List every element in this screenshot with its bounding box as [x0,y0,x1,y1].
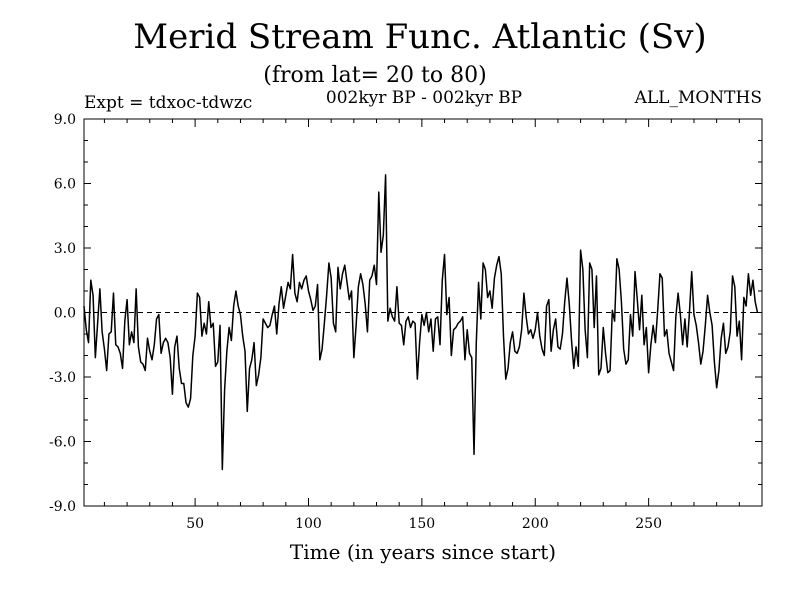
y-tick-label: 0.0 [54,306,76,322]
x-tick-label: 250 [635,516,662,532]
x-tick-label: 50 [186,516,204,532]
y-tick-label: -9.0 [49,499,76,515]
y-tick-label: -6.0 [49,435,76,451]
plot-area: -9.0 -6.0 -3.0 0.0 3.0 6.0 9.0 50 100 150 200 250 [49,112,763,532]
x-tick-label: 200 [522,516,549,532]
period-label: 002kyr BP - 002kyr BP [326,88,522,108]
series-line [83,174,759,471]
months-label: ALL_MONTHS [634,88,762,108]
y-tick-label: 6.0 [54,177,76,193]
x-tick-label: 150 [408,516,435,532]
y-tick-label: 9.0 [54,112,76,128]
chart-title: Merid Stream Func. Atlantic (Sv) [133,17,706,57]
y-tick-label: -3.0 [49,370,76,386]
plot-frame [83,118,763,507]
y-tick-label: 3.0 [54,241,76,257]
x-tick-label: 100 [295,516,322,532]
experiment-label: Expt = tdxoc-tdwzc [84,93,252,113]
x-axis-label: Time (in years since start) [290,540,556,564]
chart-subtitle: (from lat= 20 to 80) [263,63,486,88]
